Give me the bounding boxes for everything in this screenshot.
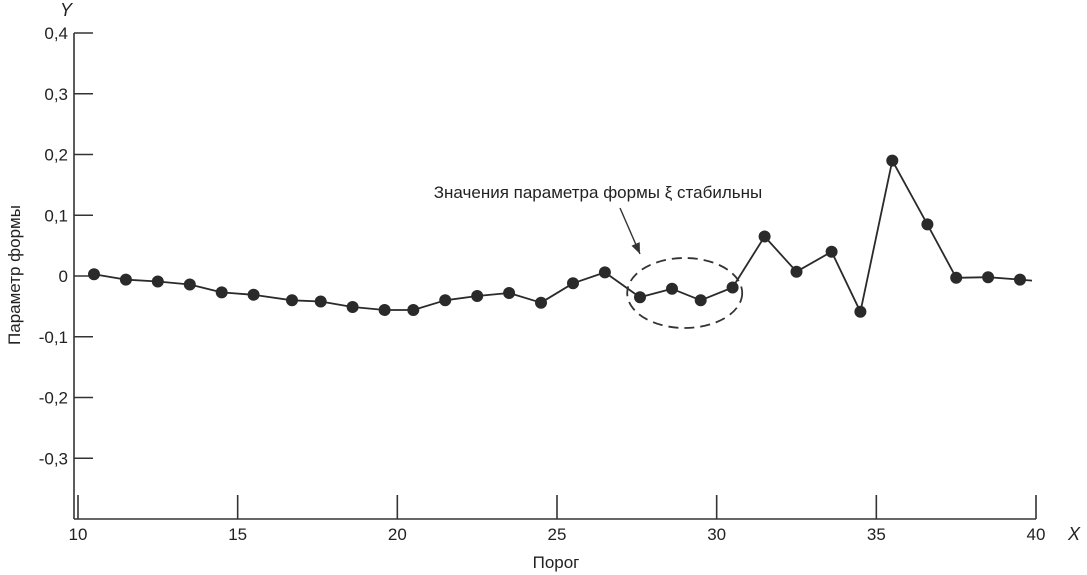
y-tick-label: 0,4 — [44, 24, 68, 43]
y-axis-title: Параметр формы — [5, 205, 24, 345]
annotation: Значения параметра формы ξ стабильны — [434, 183, 762, 329]
data-point — [247, 288, 260, 301]
x-axis-letter: X — [1067, 524, 1081, 544]
data-point — [825, 245, 838, 258]
y-ticks: 0,4 0,3 0,2 0,1 0 -0,1 -0,2 -0,3 — [39, 24, 93, 468]
x-tick-label: 15 — [228, 525, 247, 544]
data-point — [407, 304, 420, 316]
y-tick-label: -0,2 — [39, 389, 68, 408]
data-point — [694, 294, 707, 307]
data-point — [88, 268, 100, 281]
data-point — [598, 266, 611, 279]
x-tick-label: 35 — [867, 525, 886, 544]
y-tick-label: -0,3 — [39, 449, 68, 468]
data-point — [854, 305, 867, 318]
x-tick-label: 25 — [548, 525, 567, 544]
data-point — [758, 230, 771, 243]
data-point — [314, 295, 327, 308]
data-point — [950, 271, 963, 284]
data-point — [1014, 273, 1026, 286]
data-point — [439, 294, 452, 307]
data-points — [88, 154, 1026, 318]
annotation-text: Значения параметра формы ξ стабильны — [434, 183, 762, 202]
annotation-ellipse — [626, 257, 744, 329]
data-point — [215, 286, 228, 299]
data-point — [346, 301, 359, 313]
data-point — [151, 275, 164, 288]
data-point — [567, 277, 579, 290]
x-tick-label: 20 — [388, 525, 407, 544]
x-tick-label: 30 — [707, 525, 726, 544]
data-point — [183, 278, 196, 291]
y-tick-label: 0,2 — [44, 146, 68, 165]
x-tick-label: 10 — [69, 525, 88, 544]
data-point — [535, 296, 547, 309]
y-tick-label: 0,1 — [44, 206, 68, 225]
data-point — [471, 290, 484, 302]
y-tick-label: -0,1 — [39, 328, 68, 347]
annotation-arrow-head — [631, 242, 640, 254]
data-point — [790, 265, 803, 278]
data-point — [378, 304, 391, 316]
data-point — [503, 287, 516, 299]
y-tick-label: 0,3 — [44, 85, 68, 104]
x-tick-label: 40 — [1027, 525, 1046, 544]
data-point — [286, 294, 298, 307]
y-axis-letter: Y — [60, 0, 74, 20]
data-point — [886, 154, 899, 167]
data-point — [982, 271, 995, 284]
y-tick-label: 0 — [59, 267, 68, 286]
x-ticks: 10 15 20 25 30 35 40 — [69, 495, 1046, 544]
data-point — [634, 291, 646, 304]
x-axis-title: Порог — [533, 553, 580, 572]
data-point — [726, 281, 739, 294]
data-point — [921, 218, 934, 231]
data-point — [666, 282, 678, 295]
data-point — [119, 273, 132, 286]
